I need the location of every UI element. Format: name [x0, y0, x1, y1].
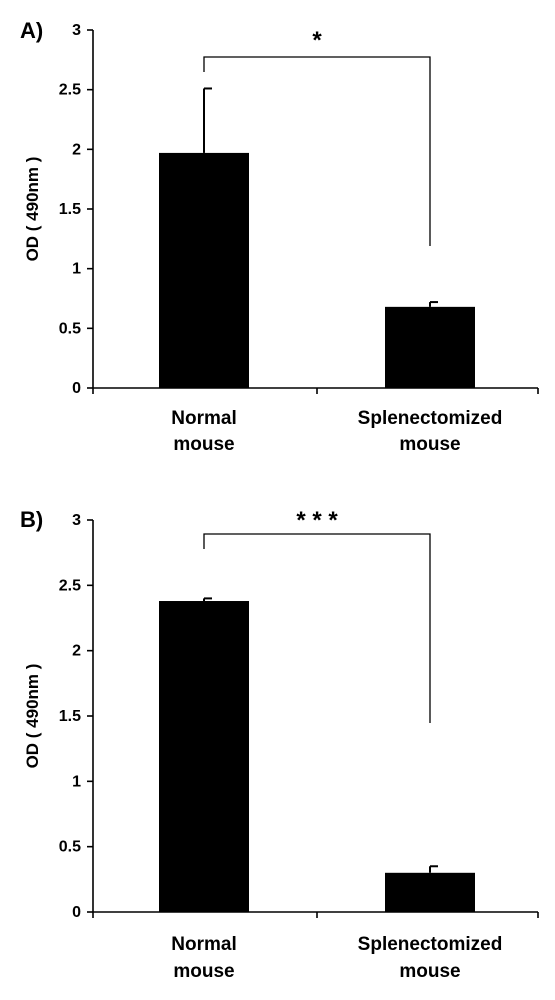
- x-category-label: mouse: [173, 961, 234, 982]
- bar: [385, 872, 475, 912]
- y-tick-label: 0.5: [59, 320, 81, 337]
- y-tick-label: 1.5: [59, 708, 81, 725]
- significance-label: *: [312, 27, 322, 54]
- bar: [385, 306, 475, 388]
- significance-bracket: [203, 533, 431, 723]
- x-category-label: mouse: [399, 434, 460, 455]
- y-tick-label: 2: [72, 643, 81, 660]
- y-tick-label: 0: [72, 904, 81, 921]
- significance-label: * * *: [296, 507, 338, 534]
- y-tick-label: 2: [72, 141, 81, 158]
- bar: [159, 601, 249, 912]
- y-tick-label: 0.5: [59, 839, 81, 856]
- y-tick-label: 2.5: [59, 577, 81, 594]
- x-category-label: Normal: [171, 408, 236, 429]
- y-tick-label: 1: [72, 773, 81, 790]
- significance-bracket: [203, 56, 431, 246]
- x-category-label: Normal: [171, 934, 236, 955]
- x-category-label: Splenectomized: [358, 934, 503, 955]
- y-axis-title: OD ( 490nm ): [23, 664, 42, 769]
- bar: [159, 152, 249, 388]
- x-category-label: mouse: [399, 961, 460, 982]
- y-tick-label: 2.5: [59, 82, 81, 99]
- y-tick-label: 0: [72, 380, 81, 397]
- y-axis-title: OD ( 490nm ): [23, 157, 42, 262]
- y-tick-label: 3: [72, 512, 81, 529]
- panel-label: B): [20, 507, 43, 532]
- panel-label: A): [20, 18, 43, 43]
- chart-panel-1: A) 0 0.5 1 1.5 2 2.5 3 OD ( 490nm ) Normal mouse Sp…: [20, 18, 539, 455]
- x-category-label: mouse: [173, 434, 234, 455]
- x-category-label: Splenectomized: [358, 408, 503, 429]
- y-tick-label: 1: [72, 261, 81, 278]
- y-tick-label: 3: [72, 22, 81, 39]
- chart-panel-2: B) 0 0.5 1 1.5 2 2.5 3 OD ( 490nm ) Normal mouse Sp…: [20, 507, 539, 982]
- y-tick-label: 1.5: [59, 201, 81, 218]
